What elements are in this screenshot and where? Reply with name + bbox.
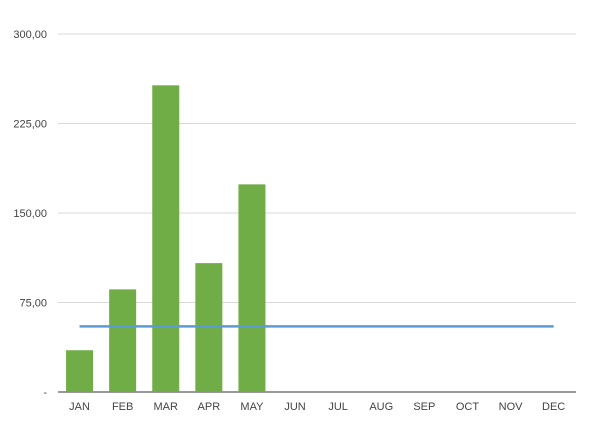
bar-jan xyxy=(66,350,94,392)
y-axis-ticks: - 75,00 150,00 225,00 300,00 xyxy=(13,29,47,399)
bar-mar xyxy=(152,85,180,393)
x-tick-label-jul: JUL xyxy=(328,401,348,413)
x-tick-label-sep: SEP xyxy=(413,401,435,413)
x-tick-label-may: MAY xyxy=(240,401,264,413)
x-tick-label-jan: JAN xyxy=(69,401,90,413)
x-tick-label-apr: APR xyxy=(198,401,221,413)
gridlines xyxy=(58,33,576,393)
x-tick-label-jun: JUN xyxy=(284,401,305,413)
x-tick-label-nov: NOV xyxy=(499,401,524,413)
bars xyxy=(66,85,266,393)
bar-feb xyxy=(109,289,137,392)
x-tick-label-aug: AUG xyxy=(369,401,393,413)
bar-may xyxy=(238,184,266,392)
y-tick-label: 300,00 xyxy=(13,29,47,41)
y-tick-label: - xyxy=(43,387,47,399)
x-tick-label-feb: FEB xyxy=(112,401,133,413)
x-tick-label-dec: DEC xyxy=(542,401,565,413)
x-tick-label-oct: OCT xyxy=(456,401,480,413)
x-axis-ticks: JAN FEB MAR APR MAY JUN JUL AUG SEP OCT NOV DEC xyxy=(69,401,565,413)
x-tick-label-mar: MAR xyxy=(154,401,179,413)
y-tick-label: 150,00 xyxy=(13,208,47,220)
y-tick-label: 225,00 xyxy=(13,119,47,131)
y-tick-label: 75,00 xyxy=(19,298,47,310)
